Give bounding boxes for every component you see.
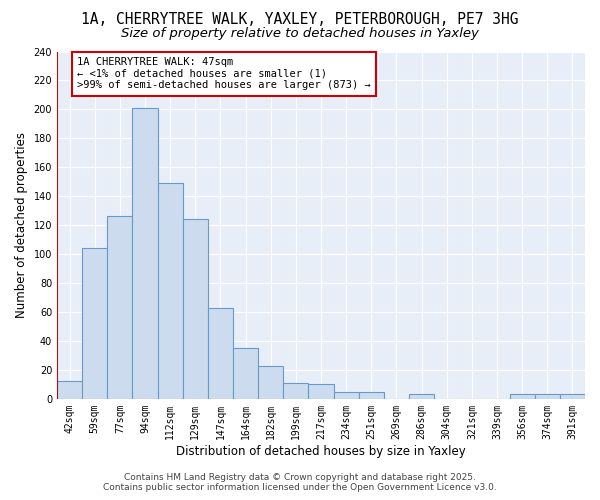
Bar <box>183 220 208 399</box>
Bar <box>334 392 359 399</box>
Bar <box>133 108 158 399</box>
Text: 1A CHERRYTREE WALK: 47sqm
← <1% of detached houses are smaller (1)
>99% of semi-: 1A CHERRYTREE WALK: 47sqm ← <1% of detac… <box>77 58 371 90</box>
Bar <box>535 394 560 399</box>
Bar <box>82 248 107 399</box>
Bar <box>208 308 233 399</box>
Bar <box>308 384 334 399</box>
X-axis label: Distribution of detached houses by size in Yaxley: Distribution of detached houses by size … <box>176 444 466 458</box>
Y-axis label: Number of detached properties: Number of detached properties <box>15 132 28 318</box>
Bar <box>57 382 82 399</box>
Bar <box>158 183 183 399</box>
Bar <box>233 348 258 399</box>
Bar <box>560 394 585 399</box>
Bar <box>509 394 535 399</box>
Bar <box>409 394 434 399</box>
Bar <box>258 366 283 399</box>
Text: Size of property relative to detached houses in Yaxley: Size of property relative to detached ho… <box>121 28 479 40</box>
Bar <box>107 216 133 399</box>
Text: 1A, CHERRYTREE WALK, YAXLEY, PETERBOROUGH, PE7 3HG: 1A, CHERRYTREE WALK, YAXLEY, PETERBOROUG… <box>81 12 519 28</box>
Bar <box>359 392 384 399</box>
Text: Contains HM Land Registry data © Crown copyright and database right 2025.
Contai: Contains HM Land Registry data © Crown c… <box>103 473 497 492</box>
Bar <box>283 383 308 399</box>
